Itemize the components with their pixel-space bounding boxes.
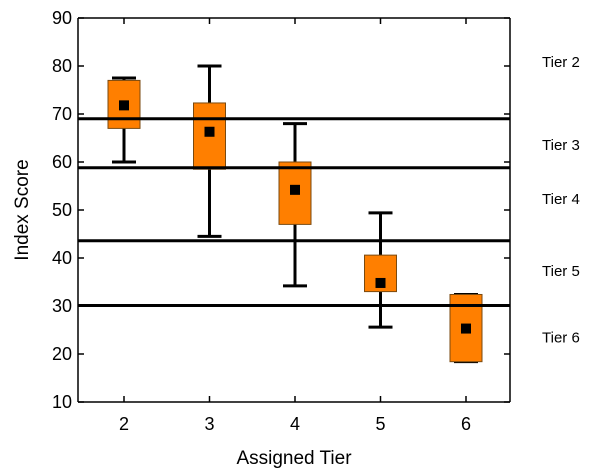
y-tick-label: 80 xyxy=(52,56,72,76)
y-tick-label: 10 xyxy=(52,392,72,412)
y-tick-label: 40 xyxy=(52,248,72,268)
x-tick-label: 3 xyxy=(204,414,214,434)
mean-marker-2 xyxy=(119,100,129,111)
x-axis-title: Assigned Tier xyxy=(236,448,352,469)
tier-label: Tier 5 xyxy=(542,263,580,280)
x-tick-label: 2 xyxy=(119,414,129,434)
mean-marker-5 xyxy=(375,277,386,288)
mean-marker-6 xyxy=(461,323,471,334)
tier-label: Tier 6 xyxy=(542,330,580,347)
x-tick-label: 5 xyxy=(375,414,385,434)
x-tick-label: 4 xyxy=(290,414,300,434)
y-tick-label: 50 xyxy=(52,200,72,220)
mean-marker-4 xyxy=(290,184,300,195)
y-tick-label: 90 xyxy=(52,8,72,28)
y-tick-label: 70 xyxy=(52,104,72,124)
tier-label: Tier 4 xyxy=(542,191,580,208)
mean-marker-3 xyxy=(204,126,215,137)
box-4 xyxy=(278,161,312,225)
tier-label: Tier 3 xyxy=(542,137,580,154)
y-tick-label: 60 xyxy=(52,152,72,172)
y-axis-title: Index Score xyxy=(12,159,33,260)
y-tick-label: 30 xyxy=(52,296,72,316)
tier-label: Tier 2 xyxy=(542,54,580,71)
y-tick-label: 20 xyxy=(52,344,72,364)
x-tick-label: 6 xyxy=(461,414,471,434)
